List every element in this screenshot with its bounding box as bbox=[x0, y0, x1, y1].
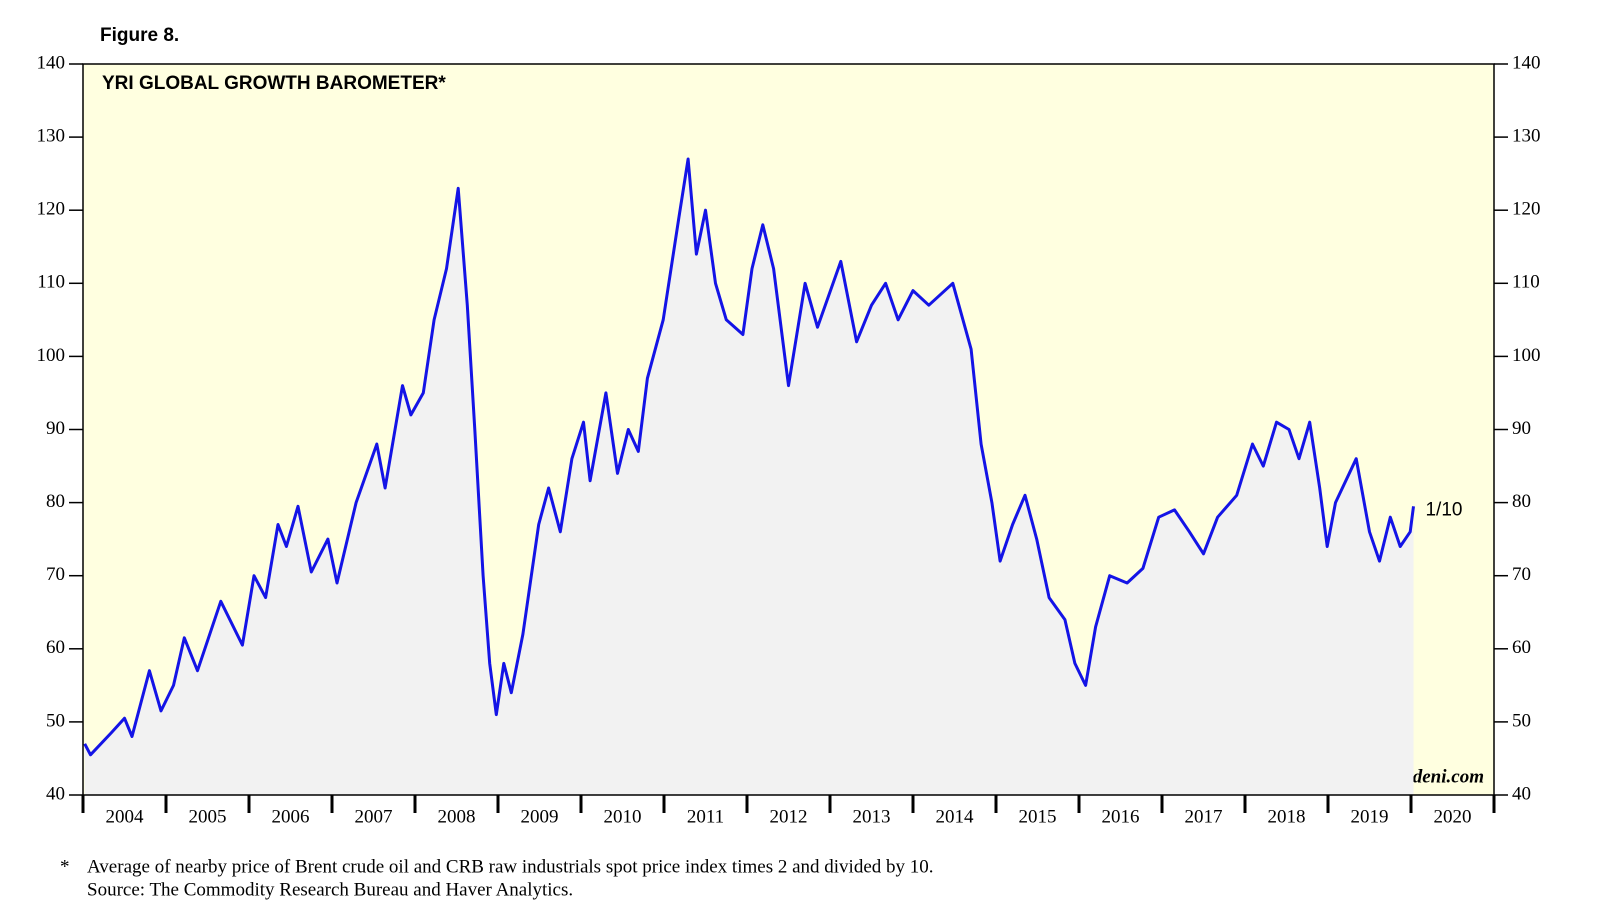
x-tick-label: 2006 bbox=[272, 806, 310, 827]
x-tick-label: 2014 bbox=[936, 806, 975, 827]
y2-tick-label: 80 bbox=[1512, 491, 1531, 512]
y-tick-label: 90 bbox=[46, 418, 65, 439]
x-tick-label: 2005 bbox=[189, 806, 227, 827]
x-tick-label: 2011 bbox=[687, 806, 724, 827]
y-tick-label: 80 bbox=[46, 491, 65, 512]
x-tick-label: 2013 bbox=[853, 806, 891, 827]
y2-tick-label: 110 bbox=[1512, 272, 1540, 293]
y-tick-label: 70 bbox=[46, 564, 65, 585]
y2-tick-label: 50 bbox=[1512, 710, 1531, 731]
line bbox=[83, 157, 1415, 757]
y2-tick-label: 120 bbox=[1512, 199, 1541, 220]
figure-label: Figure 8. bbox=[100, 25, 179, 46]
chart-title: YRI GLOBAL GROWTH BAROMETER* bbox=[102, 73, 446, 94]
x-tick-label: 2012 bbox=[770, 806, 808, 827]
y2-tick-label: 100 bbox=[1512, 345, 1541, 366]
x-tick-label: 2016 bbox=[1102, 806, 1140, 827]
source: Source: The Commodity Research Bureau an… bbox=[87, 879, 573, 900]
y2-tick-label: 140 bbox=[1512, 52, 1541, 73]
x-tick-label: 2007 bbox=[355, 806, 393, 827]
x-tick-label: 2018 bbox=[1268, 806, 1306, 827]
y-tick-label: 50 bbox=[46, 710, 65, 731]
x-tick-label: 2019 bbox=[1351, 806, 1389, 827]
y2-tick-label: 70 bbox=[1512, 564, 1531, 585]
x-tick-label: 2020 bbox=[1434, 806, 1472, 827]
area bbox=[84, 159, 1414, 795]
x-tick-label: 2010 bbox=[604, 806, 642, 827]
y-tick-label: 120 bbox=[37, 199, 66, 220]
y2-tick-label: 130 bbox=[1512, 125, 1541, 146]
footnote-marker: * bbox=[60, 856, 70, 877]
y-tick-label: 40 bbox=[46, 783, 65, 804]
y2-tick-label: 60 bbox=[1512, 637, 1531, 658]
y2-tick-label: 40 bbox=[1512, 783, 1531, 804]
y-tick-label: 60 bbox=[46, 637, 65, 658]
y-tick-label: 130 bbox=[37, 125, 66, 146]
x-tick-label: 2017 bbox=[1185, 806, 1223, 827]
y-tick-label: 140 bbox=[37, 52, 66, 73]
y-tick-label: 110 bbox=[37, 272, 65, 293]
y-tick-label: 100 bbox=[37, 345, 66, 366]
x-tick-label: 2009 bbox=[521, 806, 559, 827]
x-tick-label: 2015 bbox=[1019, 806, 1057, 827]
x-tick-label: 2004 bbox=[106, 806, 145, 827]
y2-tick-label: 90 bbox=[1512, 418, 1531, 439]
footnote: Average of nearby price of Brent crude o… bbox=[87, 856, 934, 877]
x-tick-label: 2008 bbox=[438, 806, 476, 827]
end-label: 1/10 bbox=[1425, 499, 1462, 520]
